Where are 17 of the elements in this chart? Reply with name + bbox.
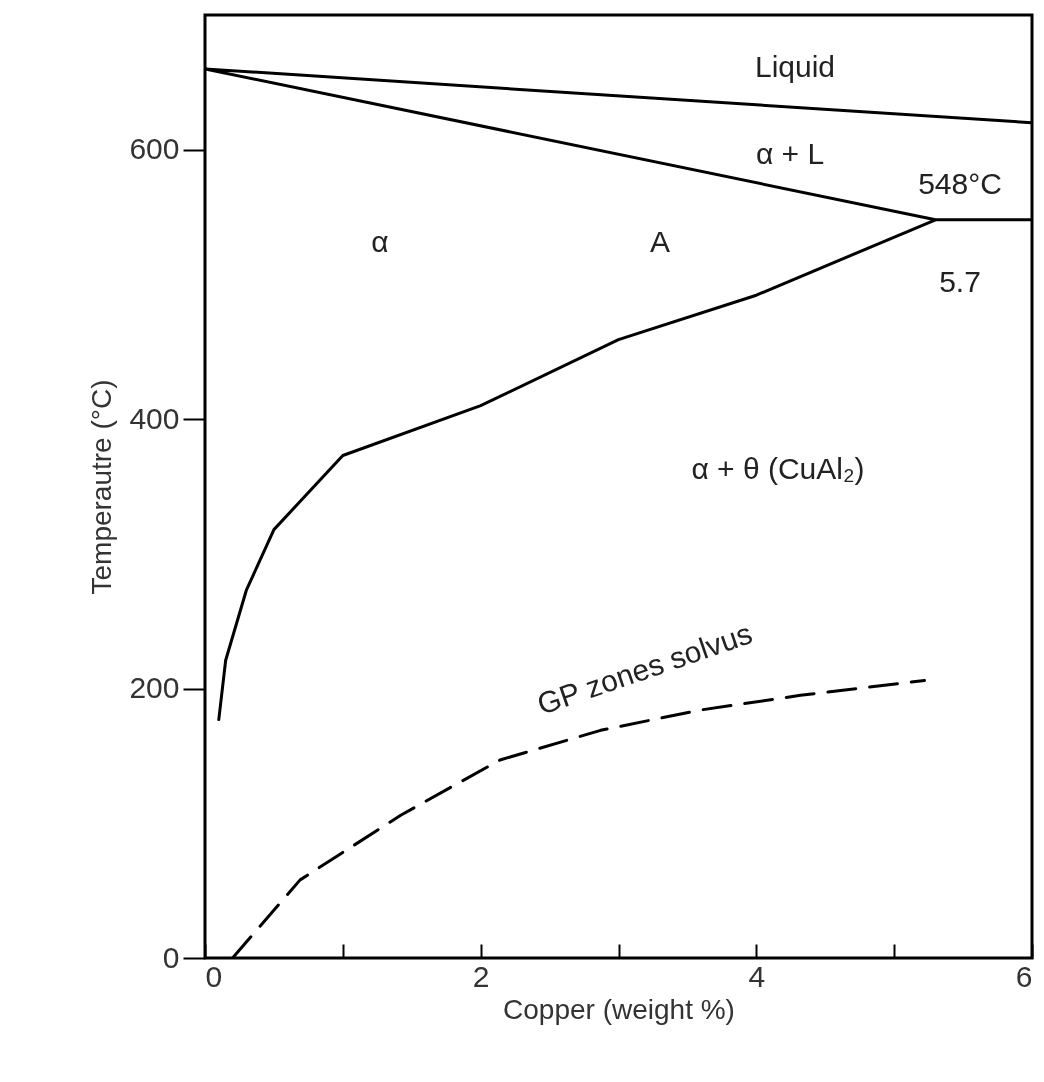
annotation: α + θ (CuAl₂) [691, 452, 865, 485]
x-tick-label: 6 [1015, 959, 1033, 993]
x-tick-label: 4 [748, 959, 766, 993]
x-tick-label: 2 [472, 959, 490, 993]
x-tick-label: 0 [205, 959, 223, 993]
x-axis-title: Copper (weight %) [503, 993, 735, 1025]
annotation: Liquid [754, 50, 836, 83]
y-tick-label: 600 [129, 132, 180, 166]
annotation: A [649, 225, 671, 258]
y-axis-title: Temperautre (°C) [86, 379, 118, 595]
annotation: α [371, 225, 389, 258]
y-tick-label: 400 [129, 401, 180, 435]
annotation: 548°C [918, 167, 1002, 200]
annotation: 5.7 [939, 265, 981, 298]
annotation: α + L [755, 137, 825, 170]
annotation: GP zones solvus [532, 616, 757, 721]
y-tick-label: 200 [129, 671, 180, 705]
